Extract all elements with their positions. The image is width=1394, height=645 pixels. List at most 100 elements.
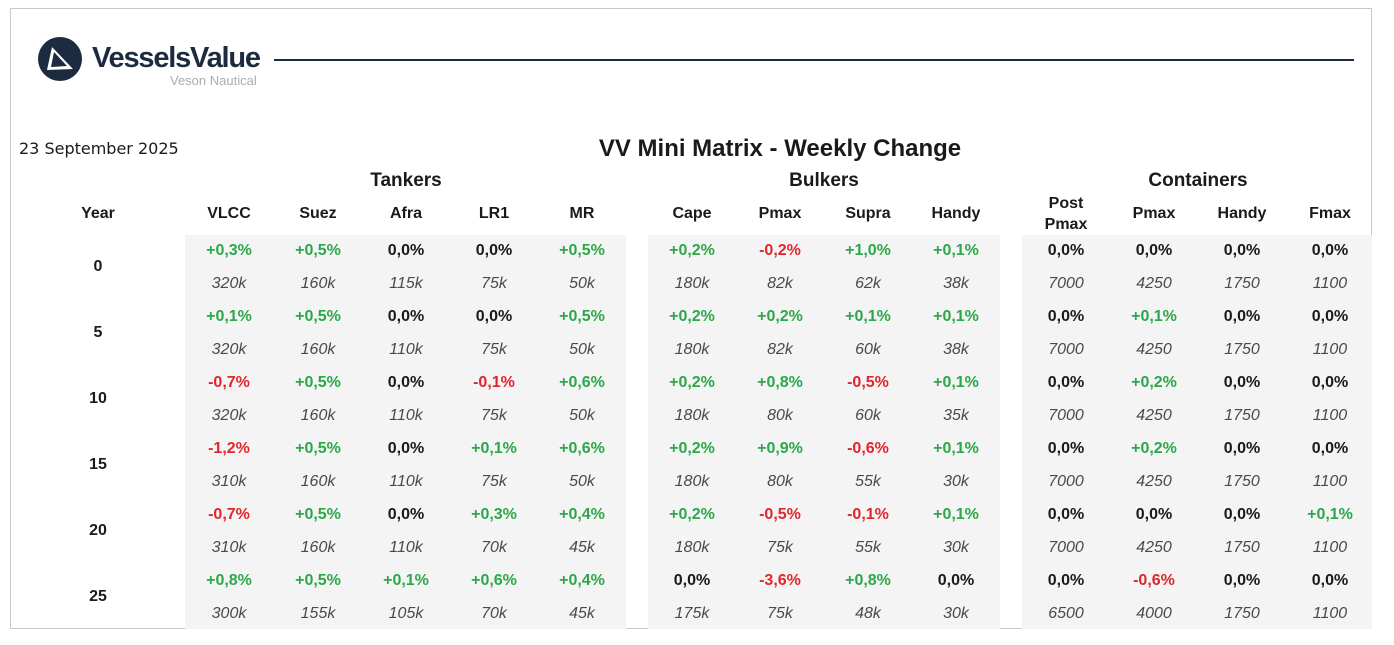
vessel-size-value: 160k <box>300 407 336 424</box>
vessel-size-value: 1100 <box>1312 341 1348 358</box>
weekly-change-value: 0,0% <box>387 374 425 391</box>
vessel-size-value: 35k <box>943 407 969 424</box>
weekly-change-value: -0,1% <box>473 374 515 391</box>
weekly-change-value: +0,1% <box>845 308 891 325</box>
weekly-change-value: 0,0% <box>1223 374 1261 391</box>
vessel-size-value: 55k <box>855 539 881 556</box>
column-header: Post Pmax <box>1044 195 1088 233</box>
logo-triangle-icon <box>38 37 82 81</box>
vessel-size-value: 55k <box>855 473 881 490</box>
weekly-change-value: 0,0% <box>387 440 425 457</box>
weekly-change-value: 0,0% <box>475 308 513 325</box>
vessel-size-value: 50k <box>569 275 595 292</box>
vessel-size-value: 75k <box>767 539 793 556</box>
vessel-size-value: 45k <box>569 605 595 622</box>
vessel-size-value: 1750 <box>1224 341 1260 358</box>
weekly-change-value: +0,1% <box>206 308 252 325</box>
weekly-change-value: +0,1% <box>471 440 517 457</box>
vessel-size-value: 60k <box>855 407 881 424</box>
weekly-change-value: 0,0% <box>1223 506 1261 523</box>
vessel-size-value: 75k <box>481 341 507 358</box>
weekly-change-value: 0,0% <box>1311 374 1349 391</box>
weekly-change-value: +0,8% <box>757 374 803 391</box>
weekly-change-value: -0,1% <box>847 506 889 523</box>
weekly-change-value: 0,0% <box>1047 374 1085 391</box>
vessel-size-value: 75k <box>481 407 507 424</box>
weekly-change-value: +0,5% <box>295 242 341 259</box>
weekly-change-value: 0,0% <box>1311 308 1349 325</box>
vesselsvalue-logo: VesselsValue Veson Nautical <box>38 37 268 93</box>
vessel-size-value: 320k <box>211 275 247 292</box>
weekly-change-value: +0,6% <box>471 572 517 589</box>
vessel-size-value: 180k <box>674 473 710 490</box>
weekly-change-value: +0,1% <box>1131 308 1177 325</box>
vessel-size-value: 115k <box>389 275 423 292</box>
weekly-change-value: 0,0% <box>387 506 425 523</box>
vessel-size-value: 1100 <box>1312 605 1348 622</box>
vessel-size-value: 180k <box>674 275 710 292</box>
weekly-change-value: +0,2% <box>669 308 715 325</box>
vessel-size-value: 30k <box>943 605 969 622</box>
column-header: LR1 <box>478 205 510 222</box>
vessel-size-value: 4250 <box>1136 473 1172 490</box>
vessel-size-value: 6500 <box>1048 605 1084 622</box>
vessel-size-value: 1750 <box>1224 275 1260 292</box>
vessel-size-value: 160k <box>300 341 336 358</box>
year-label: 15 <box>89 456 107 473</box>
group-panel-containers <box>1022 235 1372 629</box>
column-header: Pmax <box>1132 205 1176 222</box>
vessel-size-value: 1100 <box>1312 407 1348 424</box>
vessel-size-value: 155k <box>300 605 336 622</box>
vessel-size-value: 110k <box>389 407 423 424</box>
vessel-size-value: 45k <box>569 539 595 556</box>
weekly-change-value: +0,2% <box>669 374 715 391</box>
vessel-size-value: 300k <box>211 605 247 622</box>
weekly-change-value: +0,5% <box>295 308 341 325</box>
vessel-size-value: 38k <box>943 275 969 292</box>
vessel-size-value: 1750 <box>1224 539 1260 556</box>
weekly-change-value: +0,9% <box>757 440 803 457</box>
weekly-change-value: +0,1% <box>933 308 979 325</box>
weekly-change-value: -0,5% <box>759 506 801 523</box>
weekly-change-value: +0,2% <box>757 308 803 325</box>
vessel-size-value: 4250 <box>1136 539 1172 556</box>
vessel-size-value: 4000 <box>1136 605 1172 622</box>
vessel-size-value: 110k <box>389 473 423 490</box>
weekly-change-value: +0,2% <box>1131 440 1177 457</box>
group-heading-bulkers: Bulkers <box>789 170 859 191</box>
year-label: 10 <box>89 390 107 407</box>
weekly-change-value: +0,8% <box>845 572 891 589</box>
weekly-change-value: +0,1% <box>383 572 429 589</box>
weekly-change-value: +0,4% <box>559 506 605 523</box>
weekly-change-value: +0,1% <box>1307 506 1353 523</box>
vessel-size-value: 75k <box>481 275 507 292</box>
group-heading-tankers: Tankers <box>370 170 442 191</box>
weekly-change-value: +0,8% <box>206 572 252 589</box>
weekly-change-value: 0,0% <box>475 242 513 259</box>
vessel-size-value: 180k <box>674 407 710 424</box>
vessel-size-value: 160k <box>300 473 336 490</box>
vessel-size-value: 110k <box>389 341 423 358</box>
weekly-change-value: 0,0% <box>1047 440 1085 457</box>
vessel-size-value: 180k <box>674 341 710 358</box>
vessel-size-value: 180k <box>674 539 710 556</box>
vessel-size-value: 70k <box>481 605 507 622</box>
column-header: Handy <box>931 205 981 222</box>
weekly-change-value: +0,5% <box>295 374 341 391</box>
weekly-change-value: 0,0% <box>937 572 975 589</box>
page-title: VV Mini Matrix - Weekly Change <box>598 135 962 162</box>
weekly-change-value: 0,0% <box>1223 440 1261 457</box>
vessel-size-value: 7000 <box>1048 275 1084 292</box>
weekly-change-value: -0,7% <box>208 506 250 523</box>
weekly-change-value: -3,6% <box>759 572 801 589</box>
vessel-size-value: 175k <box>674 605 710 622</box>
vessel-size-value: 80k <box>767 473 793 490</box>
weekly-change-value: -0,2% <box>759 242 801 259</box>
weekly-change-value: +0,1% <box>933 506 979 523</box>
vessel-size-value: 320k <box>211 407 247 424</box>
header-divider <box>274 59 1354 61</box>
weekly-change-value: 0,0% <box>1223 242 1261 259</box>
weekly-change-value: +0,4% <box>559 572 605 589</box>
weekly-change-value: 0,0% <box>1047 506 1085 523</box>
brand-name: VesselsValue <box>92 42 261 74</box>
